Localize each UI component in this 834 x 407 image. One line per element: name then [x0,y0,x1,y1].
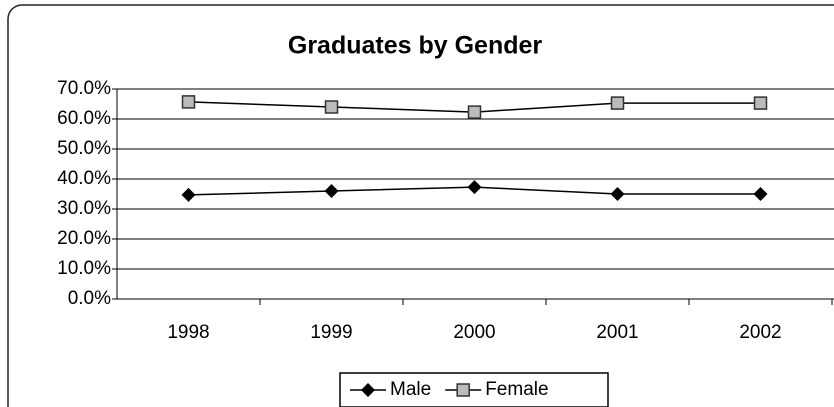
legend-marker [456,383,470,397]
y-tick-label: 10.0% [57,258,111,279]
point [610,96,625,110]
point [753,187,768,201]
y-tick-label: 40.0% [57,168,111,189]
y-tick-label: 0.0% [68,288,111,309]
x-tick-label: 1998 [167,322,209,343]
point [324,184,339,198]
y-tick-label: 30.0% [57,198,111,219]
chart-border [7,4,834,407]
y-tick-label: 70.0% [57,78,111,99]
legend-label: Male [390,379,431,400]
y-tick-label: 50.0% [57,138,111,159]
point [181,95,196,109]
chart-title: Graduates by Gender [288,32,543,60]
point [467,105,482,119]
legend-label: Female [485,379,548,400]
point [324,100,339,114]
y-tick-label: 20.0% [57,228,111,249]
x-tick-label: 2000 [453,322,495,343]
point [753,96,768,110]
x-tick-label: 2002 [739,322,781,343]
point [181,187,196,202]
x-tick-label: 2001 [596,322,638,343]
x-tick-label: 1999 [310,322,352,343]
y-tick-label: 60.0% [57,108,111,129]
point [467,180,482,195]
point [610,187,625,201]
legend-marker [361,383,375,397]
